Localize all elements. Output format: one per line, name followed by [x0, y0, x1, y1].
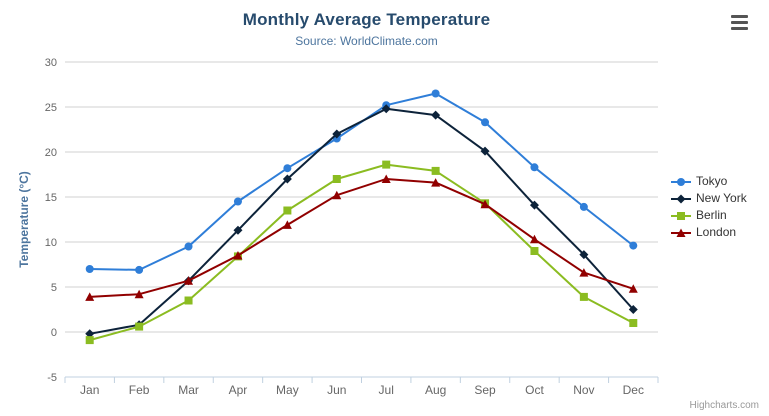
data-point[interactable]	[381, 174, 391, 184]
data-point[interactable]	[282, 174, 292, 184]
x-axis-tick-label: Jul	[379, 383, 394, 397]
x-axis-tick-label: Sep	[474, 383, 496, 397]
x-axis-tick-label: May	[276, 383, 299, 397]
chart-title: Monthly Average Temperature	[242, 10, 491, 29]
series-line	[88, 178, 635, 298]
data-point[interactable]	[381, 104, 391, 114]
legend-item-tokyo[interactable]: Tokyo	[671, 175, 747, 188]
data-point[interactable]	[184, 296, 193, 305]
x-axis-tick-label: Mar	[178, 383, 199, 397]
data-point[interactable]	[529, 234, 539, 244]
data-point[interactable]	[579, 202, 588, 211]
x-axis-tick-label: Oct	[525, 383, 544, 397]
data-point[interactable]	[677, 211, 685, 220]
data-point[interactable]	[629, 241, 638, 250]
x-axis-tick-label: Jan	[80, 383, 99, 397]
legend-marker-diamond-icon	[671, 194, 691, 203]
legend-label: New York	[696, 191, 747, 205]
data-point[interactable]	[579, 292, 588, 301]
y-axis-title: Temperature (°C)	[17, 171, 31, 268]
series-new-york[interactable]	[85, 104, 638, 339]
data-point[interactable]	[628, 305, 638, 314]
data-point[interactable]	[332, 190, 342, 200]
data-point[interactable]	[85, 265, 94, 273]
data-point[interactable]	[530, 163, 539, 172]
x-axis-tick-label: Aug	[425, 383, 446, 397]
data-point[interactable]	[233, 251, 243, 260]
y-axis-tick-label: 0	[51, 327, 57, 339]
data-point[interactable]	[282, 220, 292, 229]
data-point[interactable]	[676, 194, 686, 203]
y-axis-tick-label: 25	[45, 102, 57, 114]
context-menu-button[interactable]	[729, 11, 755, 33]
data-point[interactable]	[529, 200, 539, 210]
data-point[interactable]	[382, 160, 391, 169]
data-point[interactable]	[629, 319, 638, 327]
data-point[interactable]	[135, 322, 144, 331]
x-axis-tick-label: Jun	[327, 383, 346, 397]
data-point[interactable]	[332, 175, 341, 183]
data-point[interactable]	[628, 284, 638, 293]
data-point[interactable]	[579, 250, 589, 260]
series-line	[88, 92, 635, 271]
chart-subtitle: Source: WorldClimate.com	[295, 34, 438, 48]
legend-item-london[interactable]: London	[671, 226, 747, 239]
legend-marker-square-icon	[671, 211, 691, 220]
data-point[interactable]	[332, 129, 342, 139]
data-point[interactable]	[480, 146, 490, 156]
legend-item-new-york[interactable]: New York	[671, 192, 747, 205]
data-point[interactable]	[283, 164, 292, 173]
x-axis-tick-label: Dec	[623, 383, 644, 397]
data-point[interactable]	[530, 247, 539, 255]
data-point[interactable]	[481, 118, 490, 127]
series-london[interactable]	[85, 174, 638, 301]
data-point[interactable]	[233, 225, 243, 235]
data-point[interactable]	[431, 178, 441, 187]
legend-marker-circle-icon	[671, 177, 691, 186]
data-point[interactable]	[85, 336, 94, 345]
hamburger-icon	[731, 14, 753, 30]
y-axis-tick-label: 10	[45, 237, 57, 249]
data-point[interactable]	[233, 197, 242, 206]
series-line	[88, 163, 635, 342]
y-axis-tick-label: 20	[45, 147, 57, 159]
data-point[interactable]	[85, 292, 95, 301]
legend-label: Tokyo	[696, 174, 728, 188]
x-axis-tick-label: Nov	[573, 383, 594, 397]
data-point[interactable]	[85, 329, 95, 339]
legend-label: London	[696, 225, 737, 239]
data-point[interactable]	[431, 89, 440, 98]
data-point[interactable]	[431, 166, 440, 175]
data-point[interactable]	[135, 265, 144, 274]
data-point[interactable]	[134, 289, 144, 299]
data-point[interactable]	[677, 177, 685, 186]
legend: Tokyo New York Berlin London	[671, 175, 747, 239]
data-point[interactable]	[283, 206, 292, 215]
y-axis-tick-label: 15	[45, 192, 57, 204]
data-point[interactable]	[480, 199, 490, 209]
series-line	[88, 107, 635, 335]
legend-marker-triangle-icon	[671, 228, 691, 237]
legend-label: Berlin	[696, 208, 727, 222]
data-point[interactable]	[431, 110, 441, 120]
data-point[interactable]	[579, 268, 589, 277]
series-tokyo[interactable]	[85, 89, 638, 274]
credits-link[interactable]: Highcharts.com	[689, 400, 759, 411]
data-point[interactable]	[676, 228, 686, 237]
y-axis-tick-label: -5	[47, 372, 57, 384]
x-axis-tick-label: Apr	[229, 383, 248, 397]
legend-item-berlin[interactable]: Berlin	[671, 209, 747, 222]
data-point[interactable]	[184, 276, 194, 285]
y-axis-tick-label: 5	[51, 282, 57, 294]
x-axis-tick-label: Feb	[129, 383, 150, 397]
data-point[interactable]	[184, 242, 193, 251]
y-axis-tick-label: 30	[45, 57, 57, 69]
